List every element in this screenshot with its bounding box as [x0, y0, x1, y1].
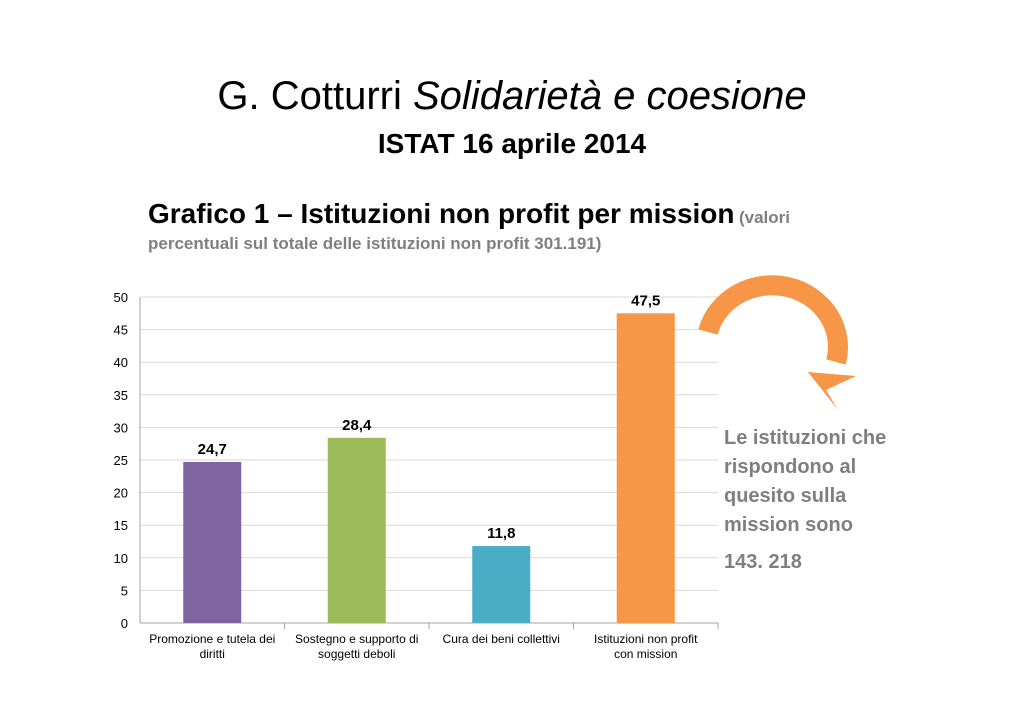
bar	[183, 461, 242, 623]
side-note: Le istituzioni che rispondono al quesito…	[724, 424, 924, 577]
arrow-head-icon	[808, 372, 856, 410]
title-author: G. Cotturri	[217, 74, 402, 118]
side-note-text: Le istituzioni che rispondono al quesito…	[724, 427, 887, 536]
curved-arrow-icon	[698, 275, 848, 365]
y-tick-label: 50	[114, 290, 128, 305]
x-tick-label: Cura dei beni collettivi	[443, 632, 560, 646]
chart-heading-sub-b: percentuali sul totale delle istituzioni…	[148, 234, 602, 253]
y-tick-label: 15	[114, 518, 128, 533]
data-label: 28,4	[342, 417, 372, 434]
y-tick-label: 30	[114, 420, 128, 435]
x-tick-label: con mission	[614, 647, 677, 661]
y-tick-label: 10	[114, 551, 128, 566]
bar	[616, 313, 675, 623]
y-tick-label: 0	[121, 616, 128, 631]
x-tick-label: Istituzioni non profit	[594, 632, 698, 646]
slide-subtitle: ISTAT 16 aprile 2014	[377, 128, 647, 159]
x-tick-label: soggetti deboli	[318, 647, 395, 661]
x-tick-label: diritti	[200, 647, 225, 661]
y-tick-label: 45	[114, 323, 128, 338]
y-tick-label: 5	[121, 583, 128, 598]
data-label: 24,7	[198, 441, 227, 458]
chart-heading-sub-a: (valori	[738, 208, 790, 227]
y-tick-label: 40	[114, 355, 128, 370]
data-label: 11,8	[487, 525, 515, 542]
slide-title: G. Cotturri Solidarietà e coesione	[0, 74, 1024, 119]
side-note-number: 143. 218	[724, 551, 802, 573]
y-tick-label: 35	[114, 388, 128, 403]
y-tick-label: 25	[114, 453, 128, 468]
x-tick-label: Promozione e tutela dei	[149, 632, 275, 646]
title-italic: Solidarietà e coesione	[413, 74, 807, 118]
chart-heading: Grafico 1 – Istituzioni non profit per m…	[148, 198, 848, 254]
bar	[472, 546, 531, 623]
chart-heading-main: Grafico 1 – Istituzioni non profit per m…	[148, 198, 735, 229]
x-tick-label: Sostegno e supporto di	[295, 632, 418, 646]
bar	[327, 437, 386, 623]
y-tick-label: 20	[114, 486, 128, 501]
data-label: 47,5	[631, 292, 660, 309]
